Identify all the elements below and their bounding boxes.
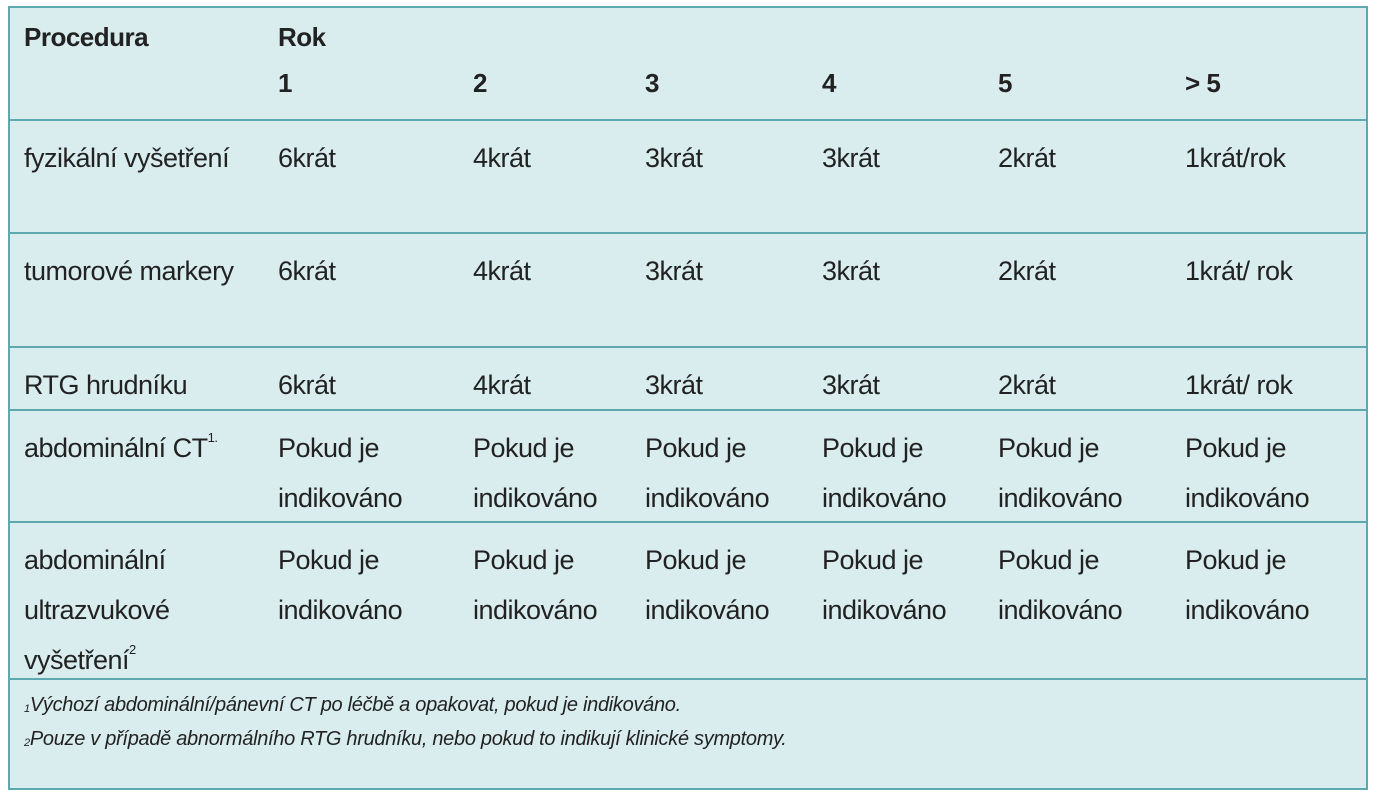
table-row: RTG hrudníku 6krát 4krát 3krát 3krát 2krát 1kr… — [10, 348, 1366, 411]
procedure-cell: RTG hrudníku — [24, 360, 254, 410]
value-cell: Pokud je indikováno — [278, 433, 403, 513]
value-cell: 4krát — [473, 256, 531, 286]
footnote: 1Výchozí abdominální/pánevní CT po léčbě… — [24, 694, 681, 724]
value-cell: 2krát — [998, 370, 1056, 400]
procedure-label: abdominální ultrazvukové vyšetření — [24, 545, 170, 675]
value-cell: 2krát — [998, 256, 1056, 286]
header-year-number: 2 — [473, 68, 487, 98]
procedure-cell: fyzikální vyšetření — [24, 133, 254, 183]
procedure-cell: abdominální ultrazvukové vyšetření2 — [24, 535, 254, 685]
value-cell: 6krát — [278, 370, 336, 400]
table-row: abdominální CT1. Pokud je indikováno Pokud… — [10, 411, 1366, 523]
value-cell: 1krát/ rok — [1185, 370, 1293, 400]
value-cell: 3krát — [645, 256, 703, 286]
header-year-number: 1 — [278, 68, 292, 98]
value-cell: Pokud je indikováno — [278, 545, 403, 625]
procedure-label: RTG hrudníku — [24, 370, 188, 400]
table-row: tumorové markery 6krát 4krát 3krát 3krát 2krá… — [10, 234, 1366, 348]
value-cell: 6krát — [278, 256, 336, 286]
procedure-label: fyzikální vyšetření — [24, 143, 230, 173]
footnote-text: Výchozí abdominální/pánevní CT po léčbě … — [29, 694, 681, 716]
header-year-number: 5 — [998, 68, 1012, 98]
footnote-ref: 2 — [129, 642, 136, 657]
footnote-ref: 1. — [207, 430, 218, 445]
value-cell: Pokud je indikováno — [1185, 545, 1310, 625]
value-cell: 1krát/rok — [1185, 143, 1286, 173]
value-cell: 2krát — [998, 143, 1056, 173]
header-year: Rok — [278, 22, 326, 52]
table-row: abdominální ultrazvukové vyšetření2 Pokud… — [10, 523, 1366, 680]
value-cell: Pokud je indikováno — [998, 433, 1123, 513]
value-cell: Pokud je indikováno — [645, 433, 770, 513]
footnote-mark: 1 — [24, 703, 30, 715]
procedure-label: abdominální CT — [24, 433, 208, 463]
header-year-number: 4 — [822, 68, 836, 98]
value-cell: Pokud je indikováno — [473, 545, 598, 625]
value-cell: 3krát — [822, 370, 880, 400]
header-row: Procedura Rok 1 2 3 4 5 > 5 — [10, 8, 1366, 121]
procedure-cell: abdominální CT1. — [24, 423, 254, 473]
footnote: 2Pouze v případě abnormálního RTG hrudní… — [24, 728, 787, 758]
value-cell: Pokud je indikováno — [998, 545, 1123, 625]
value-cell: Pokud je indikováno — [1185, 433, 1310, 513]
value-cell: 4krát — [473, 370, 531, 400]
header-procedure: Procedura — [24, 22, 149, 52]
footnote-text: Pouze v případě abnormálního RTG hrudník… — [29, 728, 787, 750]
header-year-number: > 5 — [1185, 68, 1221, 98]
value-cell: 6krát — [278, 143, 336, 173]
procedure-cell: tumorové markery — [24, 246, 254, 296]
value-cell: 3krát — [645, 370, 703, 400]
value-cell: Pokud je indikováno — [645, 545, 770, 625]
header-year-number: 3 — [645, 68, 659, 98]
value-cell: 3krát — [822, 256, 880, 286]
value-cell: 1krát/ rok — [1185, 256, 1293, 286]
value-cell: 4krát — [473, 143, 531, 173]
footnote-mark: 2 — [24, 737, 30, 749]
value-cell: Pokud je indikováno — [473, 433, 598, 513]
value-cell: Pokud je indikováno — [822, 433, 947, 513]
table-row: fyzikální vyšetření 6krát 4krát 3krát 3krát 2… — [10, 121, 1366, 234]
value-cell: Pokud je indikováno — [822, 545, 947, 625]
table: Procedura Rok 1 2 3 4 5 > 5 fyzikální vyšetření 6… — [8, 6, 1368, 790]
value-cell: 3krát — [645, 143, 703, 173]
procedure-label: tumorové markery — [24, 256, 234, 286]
value-cell: 3krát — [822, 143, 880, 173]
